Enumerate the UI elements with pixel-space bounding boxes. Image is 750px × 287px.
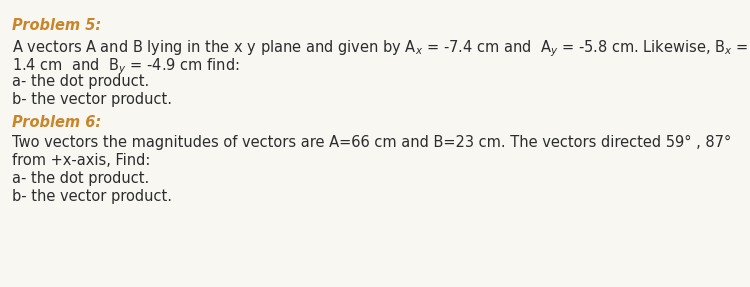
Text: b- the vector product.: b- the vector product. bbox=[12, 189, 172, 204]
Text: Problem 6:: Problem 6: bbox=[12, 115, 101, 130]
Text: a- the dot product.: a- the dot product. bbox=[12, 171, 149, 186]
Text: from +x-axis, Find:: from +x-axis, Find: bbox=[12, 153, 150, 168]
Text: b- the vector product.: b- the vector product. bbox=[12, 92, 172, 107]
Text: Problem 5:: Problem 5: bbox=[12, 18, 101, 33]
Text: A vectors A and B lying in the x y plane and given by A$_x$ = -7.4 cm and  A$_y$: A vectors A and B lying in the x y plane… bbox=[12, 38, 748, 59]
Text: 1.4 cm  and  B$_y$ = -4.9 cm find:: 1.4 cm and B$_y$ = -4.9 cm find: bbox=[12, 56, 240, 77]
Text: a- the dot product.: a- the dot product. bbox=[12, 74, 149, 89]
Text: Two vectors the magnitudes of vectors are A=66 cm and B=23 cm. The vectors direc: Two vectors the magnitudes of vectors ar… bbox=[12, 135, 731, 150]
